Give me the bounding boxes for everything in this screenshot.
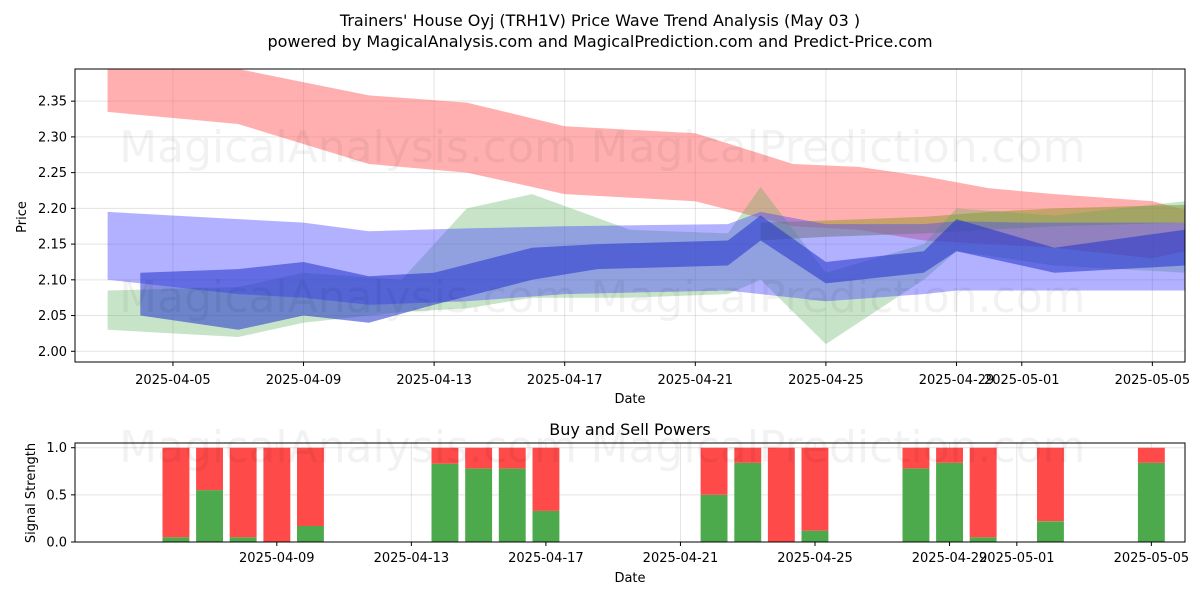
price-x-tick-label: 2025-05-05 <box>1115 373 1191 388</box>
watermark-prediction-mid: MagicalPrediction.com <box>591 272 1086 323</box>
price-y-label: Price <box>15 201 30 233</box>
price-x-tick-label: 2025-04-17 <box>527 373 603 388</box>
price-y-tick-label: 2.20 <box>38 202 67 217</box>
sell-bar <box>936 447 963 463</box>
price-x-tick-label: 2025-04-29 <box>919 373 995 388</box>
signal-watermarks: MagicalAnalysis.com MagicalPrediction.co… <box>119 422 1085 473</box>
signal-x-tick-label: 2025-04-21 <box>643 551 719 566</box>
buy-bar <box>734 462 762 542</box>
price-x-tick-label: 2025-04-25 <box>788 373 864 388</box>
price-y-tick-label: 2.10 <box>38 273 67 288</box>
watermark-prediction-bottom: MagicalPrediction.com <box>591 422 1086 473</box>
signal-x-tick-label: 2025-04-13 <box>374 551 450 566</box>
watermark-analysis-bottom: MagicalAnalysis.com <box>119 422 577 473</box>
buy-bar <box>431 463 459 542</box>
sell-bar <box>498 447 526 469</box>
sell-bar <box>969 447 997 538</box>
price-x-tick-label: 2025-04-09 <box>266 373 342 388</box>
buy-bar <box>229 537 257 542</box>
sell-bar <box>532 447 560 511</box>
signal-x-tick-label: 2025-04-09 <box>239 551 315 566</box>
sell-bar <box>263 447 291 542</box>
sell-bar <box>162 447 190 538</box>
price-y-tick-label: 2.35 <box>38 95 67 110</box>
sell-bar <box>734 447 762 463</box>
price-plot: MagicalAnalysis.com MagicalPrediction.co… <box>15 68 1190 407</box>
price-band-2 <box>760 204 1185 241</box>
sell-bar <box>297 447 324 526</box>
price-x-label: Date <box>614 392 645 407</box>
signal-x-tick-label: 2025-05-01 <box>979 551 1055 566</box>
price-x-ticks: 2025-04-05 2025-04-09 2025-04-13 2025-04-17… <box>135 362 1190 388</box>
buy-bar <box>902 468 930 542</box>
buy-bar <box>162 537 190 542</box>
signal-title: Buy and Sell Powers <box>549 420 711 439</box>
chart-subtitle: powered by MagicalAnalysis.com and Magic… <box>267 32 932 51</box>
sell-bar <box>767 447 795 542</box>
price-plot-frame <box>74 68 1186 363</box>
sell-bar <box>196 447 223 491</box>
watermark-analysis-top: MagicalAnalysis.com <box>119 122 577 173</box>
price-y-tick-label: 2.00 <box>38 345 67 360</box>
price-y-ticks: 2.00 2.05 2.10 2.15 2.20 2.25 2.30 2.35 <box>38 95 75 360</box>
price-y-tick-label: 2.05 <box>38 309 67 324</box>
sell-bar <box>1137 447 1165 463</box>
watermark-analysis-mid: MagicalAnalysis.com <box>119 272 577 323</box>
price-y-tick-label: 2.15 <box>38 238 67 253</box>
signal-bars <box>162 447 1165 542</box>
sell-bar <box>801 447 829 531</box>
price-x-tick-label: 2025-04-21 <box>658 373 734 388</box>
buy-bar <box>498 468 526 542</box>
signal-y-label: Signal Strength <box>24 443 39 543</box>
buy-bar <box>801 530 829 542</box>
price-x-tick-label: 2025-05-01 <box>984 373 1060 388</box>
signal-plot: Buy and Sell Powers MagicalAnalysis.com … <box>24 420 1189 586</box>
buy-bar <box>532 510 560 542</box>
buy-bar <box>1037 521 1064 542</box>
signal-y-tick-label: 0.0 <box>46 536 67 551</box>
buy-bar <box>1137 462 1165 542</box>
buy-bar <box>936 462 963 542</box>
signal-y-tick-label: 0.5 <box>46 488 67 503</box>
buy-bar <box>297 526 324 542</box>
signal-x-tick-label: 2025-04-29 <box>912 551 988 566</box>
signal-y-tick-label: 1.0 <box>46 441 67 456</box>
signal-plot-frame <box>74 442 1186 543</box>
price-band-1 <box>107 69 1185 259</box>
signal-x-tick-label: 2025-04-17 <box>508 551 584 566</box>
sell-bar <box>902 447 930 469</box>
sell-bar <box>465 447 493 469</box>
price-x-tick-label: 2025-04-05 <box>135 373 211 388</box>
signal-x-tick-label: 2025-05-05 <box>1114 551 1190 566</box>
sell-bar <box>431 447 459 464</box>
signal-y-ticks: 0.0 0.5 1.0 <box>46 441 75 551</box>
signal-x-ticks: 2025-04-09 2025-04-13 2025-04-17 2025-04-21… <box>239 542 1189 566</box>
buy-bar <box>196 490 223 542</box>
price-y-tick-label: 2.30 <box>38 130 67 145</box>
watermark-prediction-top: MagicalPrediction.com <box>591 122 1086 173</box>
price-x-tick-label: 2025-04-13 <box>396 373 472 388</box>
signal-x-tick-label: 2025-04-25 <box>777 551 853 566</box>
buy-bar <box>465 468 493 542</box>
sell-bar <box>700 447 728 495</box>
price-bands <box>107 69 1185 345</box>
buy-bar <box>700 494 728 542</box>
price-y-tick-label: 2.25 <box>38 166 67 181</box>
price-watermarks: MagicalAnalysis.com MagicalPrediction.co… <box>119 122 1085 323</box>
price-band-5 <box>140 215 1185 330</box>
signal-x-label: Date <box>614 571 645 586</box>
sell-bar <box>1037 447 1064 522</box>
sell-bar <box>229 447 257 538</box>
chart-title: Trainers' House Oyj (TRH1V) Price Wave T… <box>339 11 860 30</box>
buy-bar <box>969 537 997 542</box>
